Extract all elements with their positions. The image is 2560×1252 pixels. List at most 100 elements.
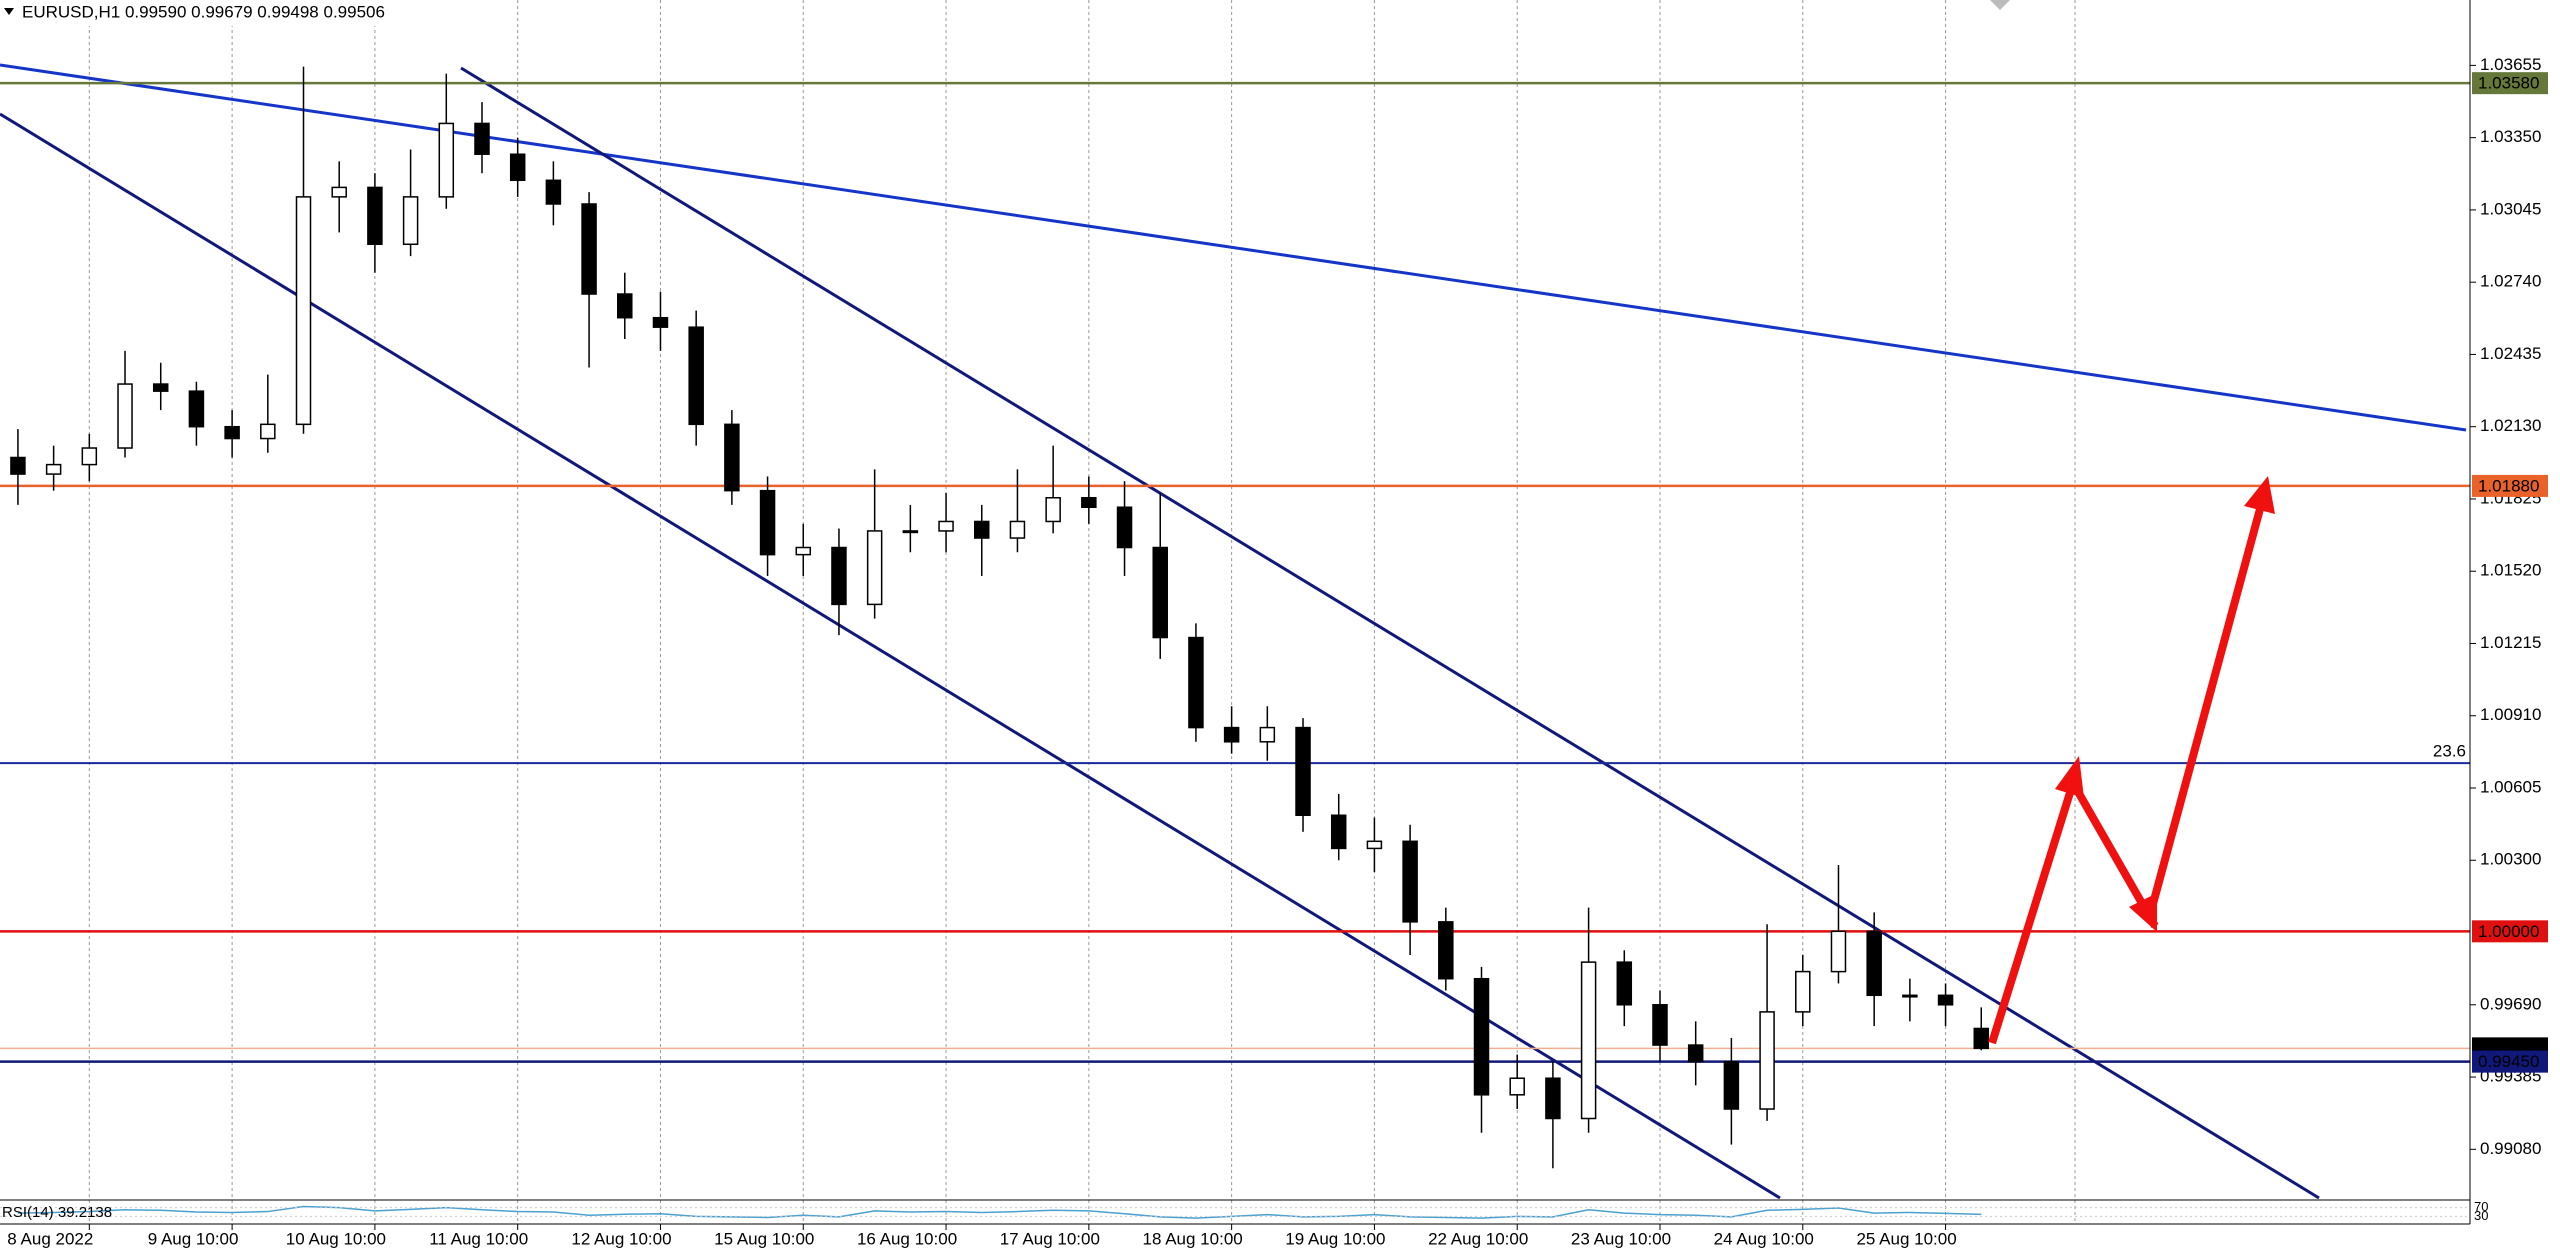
candle-body — [688, 326, 704, 426]
candle-body — [1687, 1044, 1704, 1063]
candle-body — [1402, 840, 1418, 923]
price-tag-label: 1.01880 — [2478, 476, 2539, 495]
candle-body — [1259, 726, 1276, 743]
arrow-head — [2244, 476, 2275, 514]
candle-body — [1795, 970, 1811, 1013]
arrow-path — [2146, 507, 2264, 917]
x-tick-label: 24 Aug 10:00 — [1714, 1229, 1814, 1248]
candle-body — [759, 489, 776, 556]
rsi-line — [17, 1205, 1982, 1219]
y-tick-label: 1.00605 — [2480, 777, 2541, 796]
price-tag — [2472, 474, 2548, 497]
y-tick-label: 1.00300 — [2480, 850, 2541, 869]
candle-body — [117, 383, 133, 449]
arrow-head — [2055, 756, 2084, 798]
x-tick-label: 10 Aug 10:00 — [286, 1229, 386, 1248]
candle-body — [652, 316, 669, 328]
trend-line — [0, 63, 2467, 432]
price-tag — [2472, 1050, 2548, 1073]
arrow-head — [2129, 893, 2157, 932]
candle-body — [1152, 546, 1168, 639]
y-tick-label: 1.03655 — [2480, 55, 2541, 74]
y-tick-label: 1.03045 — [2480, 199, 2541, 218]
candle-body — [1330, 814, 1347, 850]
x-tick-label: 15 Aug 10:00 — [714, 1229, 814, 1248]
candle-body — [1295, 726, 1311, 816]
y-tick-label: 1.02740 — [2480, 272, 2541, 291]
fib-label: 23.6 — [2433, 742, 2466, 761]
candle-body — [10, 456, 26, 475]
candle-body — [474, 122, 490, 155]
price-tag — [2472, 72, 2548, 95]
x-tick-label: 17 Aug 10:00 — [1000, 1229, 1100, 1248]
x-tick-label: 25 Aug 10:00 — [1856, 1229, 1956, 1248]
candle-body — [402, 196, 419, 246]
x-tick-label: 12 Aug 10:00 — [571, 1229, 671, 1248]
candle-body — [1652, 1004, 1668, 1046]
candle-body — [1616, 961, 1633, 1006]
candle-body — [617, 293, 633, 319]
candle-body — [1473, 977, 1490, 1096]
y-tick-label: 1.01215 — [2480, 633, 2541, 652]
candle-body — [795, 546, 812, 556]
candle-body — [1866, 930, 1882, 997]
y-tick-label: 1.02130 — [2480, 416, 2541, 435]
x-tick-label: 23 Aug 10:00 — [1571, 1229, 1671, 1248]
candle-body — [188, 390, 205, 428]
price-tag-label: 1.03580 — [2478, 74, 2539, 93]
rsi-tick-label: 30 — [2474, 1208, 2488, 1223]
candle-body — [295, 196, 312, 426]
price-tag-label: 0.99450 — [2478, 1052, 2539, 1071]
candle-body — [1545, 1077, 1561, 1120]
candle-body — [1830, 930, 1847, 973]
candle-body — [1009, 520, 1026, 539]
rsi-tick-label: 70 — [2474, 1199, 2488, 1214]
menu-icon[interactable] — [4, 8, 14, 15]
candle-body — [1723, 1060, 1740, 1110]
candle-body — [1438, 921, 1454, 980]
y-tick-label: 1.00910 — [2480, 705, 2541, 724]
candle-body — [902, 530, 919, 534]
candle-body — [438, 122, 455, 198]
x-tick-label: 11 Aug 10:00 — [429, 1229, 528, 1248]
candle-body — [1188, 636, 1204, 729]
candle-body — [545, 179, 562, 205]
x-tick-label: 8 Aug 2022 — [7, 1229, 93, 1248]
candle-body — [509, 153, 526, 182]
candle-body — [331, 186, 347, 198]
candle-body — [1759, 1011, 1775, 1110]
candle-body — [581, 203, 597, 295]
candle-body — [81, 447, 98, 466]
y-tick-label: 1.02435 — [2480, 344, 2541, 363]
title-bg — [0, 0, 400, 26]
price-axis: 1.03655 1.03350 1.03045 1.02740 1.02435 1.021… — [7, 55, 2548, 1248]
candle-body — [973, 520, 990, 539]
candle-body — [1937, 994, 1954, 1006]
candle-body — [1223, 726, 1240, 743]
x-tick-label: 9 Aug 10:00 — [148, 1229, 239, 1248]
x-tick-label: 19 Aug 10:00 — [1285, 1229, 1385, 1248]
rsi-label: RSI(14) 39.2138 — [2, 1204, 112, 1221]
forecast-arrows — [1988, 476, 2275, 1045]
y-tick-label: 1.03350 — [2480, 127, 2541, 146]
x-tick-label: 18 Aug 10:00 — [1143, 1229, 1243, 1248]
candle-body — [1509, 1077, 1525, 1096]
candle-body — [866, 530, 883, 606]
marker — [1990, 0, 2010, 10]
chart-title: EURUSD,H1 0.99590 0.99679 0.99498 0.9950… — [22, 2, 385, 21]
candle-body — [1580, 961, 1597, 1120]
candle-body — [224, 425, 240, 440]
candle-body — [45, 463, 62, 475]
y-tick-label: 0.99690 — [2480, 994, 2541, 1013]
x-tick-label: 22 Aug 10:00 — [1428, 1229, 1528, 1248]
price-tag — [2472, 920, 2548, 943]
candle-body — [1081, 497, 1097, 508]
candle-body — [724, 423, 740, 492]
candle-body — [1045, 497, 1061, 523]
candle-body — [831, 546, 847, 606]
y-tick-label: 0.99080 — [2480, 1139, 2541, 1158]
candle-body — [1366, 840, 1383, 850]
candle-body — [260, 423, 276, 440]
